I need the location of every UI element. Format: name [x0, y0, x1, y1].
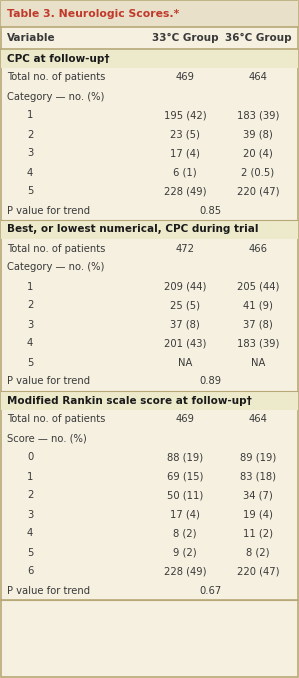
Text: 2: 2 — [27, 129, 33, 140]
Text: 2: 2 — [27, 300, 33, 311]
Text: 37 (8): 37 (8) — [243, 319, 273, 330]
Text: 6 (1): 6 (1) — [173, 167, 197, 178]
Text: 5: 5 — [27, 186, 33, 197]
Text: 88 (19): 88 (19) — [167, 452, 203, 462]
Text: 0.67: 0.67 — [199, 586, 221, 595]
Text: 17 (4): 17 (4) — [170, 509, 200, 519]
Text: Best, or lowest numerical, CPC during trial: Best, or lowest numerical, CPC during tr… — [7, 224, 259, 235]
Text: 183 (39): 183 (39) — [237, 111, 279, 121]
Text: 4: 4 — [27, 338, 33, 348]
Text: 209 (44): 209 (44) — [164, 281, 206, 292]
Text: 4: 4 — [27, 167, 33, 178]
Text: 39 (8): 39 (8) — [243, 129, 273, 140]
Text: 17 (4): 17 (4) — [170, 148, 200, 159]
Text: P value for trend: P value for trend — [7, 586, 90, 595]
Text: 469: 469 — [176, 73, 195, 83]
Text: 469: 469 — [176, 414, 195, 424]
Text: 220 (47): 220 (47) — [237, 186, 279, 197]
Text: 41 (9): 41 (9) — [243, 300, 273, 311]
Text: 0: 0 — [27, 452, 33, 462]
Text: 466: 466 — [248, 243, 268, 254]
Text: 69 (15): 69 (15) — [167, 471, 203, 481]
Text: 5: 5 — [27, 357, 33, 367]
Text: 83 (18): 83 (18) — [240, 471, 276, 481]
Text: 6: 6 — [27, 567, 33, 576]
Text: 34 (7): 34 (7) — [243, 490, 273, 500]
Text: 36°C Group: 36°C Group — [225, 33, 291, 43]
Text: 25 (5): 25 (5) — [170, 300, 200, 311]
Text: 8 (2): 8 (2) — [246, 548, 270, 557]
Text: 464: 464 — [248, 73, 267, 83]
Text: 20 (4): 20 (4) — [243, 148, 273, 159]
Text: 37 (8): 37 (8) — [170, 319, 200, 330]
Text: 89 (19): 89 (19) — [240, 452, 276, 462]
Text: Total no. of patients: Total no. of patients — [7, 73, 105, 83]
Text: 3: 3 — [27, 509, 33, 519]
Text: NA: NA — [251, 357, 265, 367]
Text: Total no. of patients: Total no. of patients — [7, 243, 105, 254]
Text: Variable: Variable — [7, 33, 56, 43]
Bar — [1, 220, 298, 239]
Text: Score — no. (%): Score — no. (%) — [7, 433, 87, 443]
Bar — [1, 391, 298, 410]
Text: 1: 1 — [27, 471, 33, 481]
Text: Modified Rankin scale score at follow-up†: Modified Rankin scale score at follow-up… — [7, 395, 252, 405]
Text: 3: 3 — [27, 319, 33, 330]
Text: 2 (0.5): 2 (0.5) — [241, 167, 274, 178]
Text: 220 (47): 220 (47) — [237, 567, 279, 576]
Bar — [1, 49, 298, 68]
Text: 1: 1 — [27, 111, 33, 121]
Text: 2: 2 — [27, 490, 33, 500]
Text: Category — no. (%): Category — no. (%) — [7, 92, 104, 102]
Text: 228 (49): 228 (49) — [164, 567, 206, 576]
Text: 1: 1 — [27, 281, 33, 292]
Text: 195 (42): 195 (42) — [164, 111, 206, 121]
Text: 19 (4): 19 (4) — [243, 509, 273, 519]
Text: 464: 464 — [248, 414, 267, 424]
Text: 33°C Group: 33°C Group — [152, 33, 218, 43]
Text: 0.89: 0.89 — [199, 376, 221, 386]
Text: Table 3. Neurologic Scores.*: Table 3. Neurologic Scores.* — [7, 9, 179, 19]
Text: 50 (11): 50 (11) — [167, 490, 203, 500]
Text: P value for trend: P value for trend — [7, 376, 90, 386]
Text: Total no. of patients: Total no. of patients — [7, 414, 105, 424]
Text: 8 (2): 8 (2) — [173, 528, 197, 538]
Text: P value for trend: P value for trend — [7, 205, 90, 216]
Text: 23 (5): 23 (5) — [170, 129, 200, 140]
Bar — [1, 1, 298, 27]
Text: CPC at follow-up†: CPC at follow-up† — [7, 54, 109, 64]
Text: 201 (43): 201 (43) — [164, 338, 206, 348]
Text: NA: NA — [178, 357, 192, 367]
Text: Category — no. (%): Category — no. (%) — [7, 262, 104, 273]
Text: 228 (49): 228 (49) — [164, 186, 206, 197]
Text: 9 (2): 9 (2) — [173, 548, 197, 557]
Text: 0.85: 0.85 — [199, 205, 221, 216]
Text: 11 (2): 11 (2) — [243, 528, 273, 538]
Text: 5: 5 — [27, 548, 33, 557]
Text: 472: 472 — [176, 243, 195, 254]
Text: 4: 4 — [27, 528, 33, 538]
Text: 3: 3 — [27, 148, 33, 159]
Text: 183 (39): 183 (39) — [237, 338, 279, 348]
Text: 205 (44): 205 (44) — [237, 281, 279, 292]
